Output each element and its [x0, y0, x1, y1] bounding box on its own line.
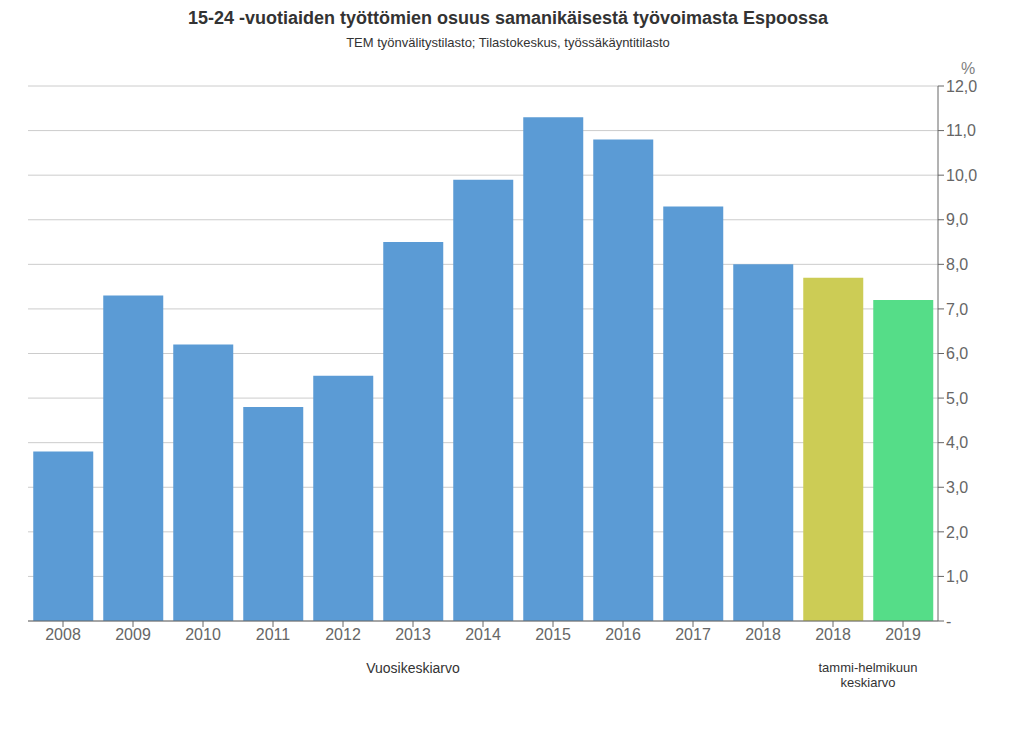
html-text:tammi-helmikuun keskiarvo: tammi-helmikuun keskiarvo: [818, 660, 918, 690]
svg-text:2017: 2017: [675, 626, 711, 643]
svg-text:3,0: 3,0: [946, 479, 968, 496]
svg-text:9,0: 9,0: [946, 211, 968, 228]
svg-text:10,0: 10,0: [946, 167, 977, 184]
svg-text:2011: 2011: [256, 626, 291, 643]
svg-text:6,0: 6,0: [946, 345, 968, 362]
html-text:Vuosikeskiarvo: Vuosikeskiarvo: [366, 660, 460, 676]
svg-text:2012: 2012: [325, 626, 361, 643]
svg-text:1,0: 1,0: [946, 568, 968, 585]
svg-text:2,0: 2,0: [946, 524, 968, 541]
svg-text:4,0: 4,0: [946, 434, 968, 451]
svg-text:8,0: 8,0: [946, 256, 968, 273]
svg-text:2015: 2015: [535, 626, 571, 643]
svg-text:2014: 2014: [465, 626, 501, 643]
svg-text:2019: 2019: [885, 626, 921, 643]
svg-text:2010: 2010: [185, 626, 221, 643]
svg-text:5,0: 5,0: [946, 390, 968, 407]
svg-text:2008: 2008: [45, 626, 81, 643]
svg-text:2009: 2009: [115, 626, 151, 643]
svg-text:2013: 2013: [395, 626, 431, 643]
svg-text:12,0: 12,0: [946, 78, 977, 95]
html-text:15-24 -vuotiaiden työttömien o: 15-24 -vuotiaiden työttömien osuus saman…: [187, 8, 829, 28]
svg-text:11,0: 11,0: [946, 122, 976, 139]
svg-text:-: -: [946, 613, 951, 630]
svg-text:2016: 2016: [605, 626, 641, 643]
svg-text:%: %: [961, 60, 975, 77]
html-text:TEM työnvälitystilasto; Tilast: TEM työnvälitystilasto; Tilastokeskus, t…: [346, 35, 670, 50]
svg-text:7,0: 7,0: [946, 301, 968, 318]
svg-text:2018: 2018: [745, 626, 781, 643]
svg-text:2018: 2018: [815, 626, 851, 643]
